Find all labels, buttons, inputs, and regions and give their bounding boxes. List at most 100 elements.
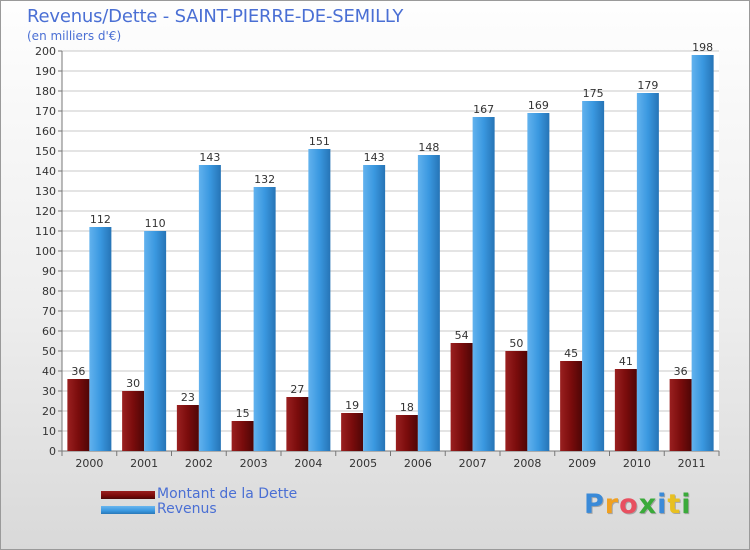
x-tick-label: 2000: [75, 457, 103, 470]
legend-label-revenus: Revenus: [157, 501, 217, 517]
bar-dette: [614, 369, 637, 451]
x-tick-label: 2009: [568, 457, 596, 470]
legend-label-dette: Montant de la Dette: [157, 486, 298, 502]
data-label: 143: [364, 151, 385, 164]
bar-revenus: [417, 155, 440, 451]
bar-dette: [669, 379, 692, 451]
bar-dette: [122, 391, 145, 451]
x-tick-label: 2003: [240, 457, 268, 470]
data-label: 27: [290, 383, 304, 396]
x-tick-label: 2007: [459, 457, 487, 470]
data-label: 15: [236, 407, 250, 420]
y-tick-label: 90: [42, 265, 56, 278]
data-label: 112: [90, 213, 111, 226]
y-tick-label: 40: [42, 365, 56, 378]
y-tick-label: 120: [35, 205, 56, 218]
y-tick-label: 100: [35, 245, 56, 258]
bar-revenus: [636, 93, 659, 451]
bar-dette: [67, 379, 90, 451]
proxiti-logo: Proxiti: [584, 489, 692, 520]
data-label: 151: [309, 135, 330, 148]
bar-revenus: [472, 117, 495, 451]
chart-title: Revenus/Dette - SAINT-PIERRE-DE-SEMILLY: [27, 6, 404, 27]
logo-letter: o: [619, 489, 639, 520]
legend-item-dette: Montant de la Dette: [101, 487, 297, 502]
y-tick-label: 60: [42, 325, 56, 338]
y-tick-label: 170: [35, 105, 56, 118]
data-label: 54: [455, 329, 469, 342]
logo-letter: P: [584, 489, 605, 520]
logo-letter: x: [638, 489, 658, 520]
bar-revenus: [691, 55, 714, 451]
data-label: 179: [637, 79, 658, 92]
y-tick-label: 50: [42, 345, 56, 358]
data-label: 167: [473, 103, 494, 116]
logo-letter: i: [657, 489, 668, 520]
y-tick-label: 70: [42, 305, 56, 318]
bar-revenus: [363, 165, 386, 451]
x-tick-label: 2006: [404, 457, 432, 470]
data-label: 23: [181, 391, 195, 404]
y-tick-label: 150: [35, 145, 56, 158]
y-tick-label: 30: [42, 385, 56, 398]
bar-dette: [505, 351, 528, 451]
bar-dette: [341, 413, 364, 451]
bar-revenus: [527, 113, 550, 451]
bar-revenus: [253, 187, 276, 451]
x-tick-label: 2011: [678, 457, 706, 470]
y-tick-label: 20: [42, 405, 56, 418]
logo-letter: r: [604, 489, 620, 520]
x-tick-label: 2002: [185, 457, 213, 470]
bar-revenus: [144, 231, 167, 451]
data-label: 50: [509, 337, 523, 350]
bar-dette: [176, 405, 199, 451]
x-tick-label: 2005: [349, 457, 377, 470]
data-label: 45: [564, 347, 578, 360]
bar-revenus: [582, 101, 605, 451]
data-label: 36: [71, 365, 85, 378]
legend: Montant de la Dette Revenus: [101, 487, 297, 517]
y-tick-label: 200: [35, 45, 56, 58]
bar-revenus: [89, 227, 112, 451]
y-tick-label: 10: [42, 425, 56, 438]
x-tick-label: 2010: [623, 457, 651, 470]
legend-swatch-revenus: [101, 505, 155, 514]
x-tick-label: 2004: [294, 457, 322, 470]
data-label: 36: [674, 365, 688, 378]
data-label: 175: [583, 87, 604, 100]
data-label: 132: [254, 173, 275, 186]
data-label: 143: [199, 151, 220, 164]
y-tick-label: 110: [35, 225, 56, 238]
x-tick-label: 2001: [130, 457, 158, 470]
bar-revenus: [308, 149, 331, 451]
bar-dette: [286, 397, 309, 451]
bar-dette: [395, 415, 418, 451]
y-tick-label: 130: [35, 185, 56, 198]
legend-swatch-dette: [101, 490, 155, 499]
data-label: 18: [400, 401, 414, 414]
y-tick-label: 180: [35, 85, 56, 98]
y-tick-label: 140: [35, 165, 56, 178]
y-tick-label: 0: [49, 445, 56, 458]
logo-letter: t: [667, 489, 682, 520]
data-label: 41: [619, 355, 633, 368]
y-tick-label: 80: [42, 285, 56, 298]
data-label: 110: [145, 217, 166, 230]
bar-dette: [231, 421, 254, 451]
bar-dette: [450, 343, 473, 451]
bar-revenus: [198, 165, 221, 451]
data-label: 30: [126, 377, 140, 390]
legend-item-revenus: Revenus: [101, 502, 297, 517]
x-tick-label: 2008: [513, 457, 541, 470]
y-tick-label: 190: [35, 65, 56, 78]
data-label: 19: [345, 399, 359, 412]
logo-letter: i: [681, 489, 692, 520]
bar-dette: [560, 361, 583, 451]
data-label: 148: [418, 141, 439, 154]
y-tick-label: 160: [35, 125, 56, 138]
chart-subtitle: (en milliers d'€): [27, 29, 122, 43]
data-label: 169: [528, 99, 549, 112]
data-label: 198: [692, 41, 713, 54]
